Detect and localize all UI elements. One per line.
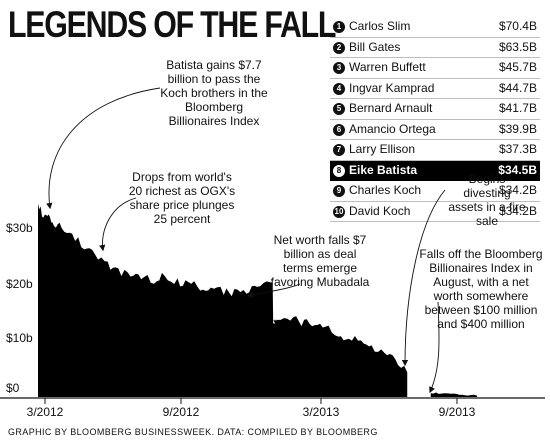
ranking-row: 4 Ingvar Kamprad $44.7B	[330, 79, 540, 99]
annotation-falls-off: Falls off the Bloomberg Billionaires Ind…	[419, 247, 543, 331]
annotation-leader-line	[99, 197, 137, 252]
rank-number: 7	[333, 144, 345, 156]
net-worth-value: $41.7B	[498, 101, 537, 115]
rank-number: 10	[333, 205, 345, 218]
annotation-leader-line	[246, 283, 301, 298]
billionaire-name: Warren Buffett	[349, 60, 426, 74]
ranking-row: 6 Amancio Ortega $39.9B	[330, 120, 540, 140]
ranking-row: 1 Carlos Slim $70.4B	[330, 17, 540, 38]
y-tick-label: $20b	[6, 277, 33, 291]
rank-number: 4	[333, 82, 345, 95]
billionaire-name: Ingvar Kamprad	[349, 80, 435, 95]
y-tick-label: $0	[6, 381, 20, 395]
annotation-leader-line	[46, 87, 161, 210]
rank-number: 8	[333, 164, 345, 177]
axis-layer: $30b $20b $10b $0 3/2012 9/2012 3/2013 9/2013	[0, 221, 545, 419]
annotation-drops: Drops from world's 20 richest as OGX's s…	[128, 170, 236, 226]
net-worth-value: $34.5B	[498, 162, 537, 177]
rank-number: 5	[333, 103, 345, 115]
x-tick-label: 9/2012	[163, 405, 200, 419]
billionaire-name: David Koch	[349, 203, 411, 218]
billionaires-ranking: 1 Carlos Slim $70.4B 2 Bill Gates $63.5B 3 Warr…	[330, 17, 540, 222]
billionaire-name: Larry Ellison	[349, 142, 416, 156]
billionaire-name: Amancio Ortega	[349, 121, 436, 136]
annotation-leader-line	[401, 189, 446, 367]
net-worth-value: $70.4B	[498, 19, 537, 33]
annotation-divesting: Begins divesting assets in a fire sale	[448, 172, 526, 228]
area-layer	[38, 203, 477, 397]
rank-number: 2	[333, 41, 345, 54]
rank-number: 6	[333, 123, 345, 136]
ranking-row: 9 Charles Koch $34.2B	[330, 181, 540, 202]
net-worth-area-segment	[38, 203, 408, 397]
rank-number: 9	[333, 185, 345, 197]
net-worth-value: $44.7B	[498, 80, 537, 95]
net-worth-value: $63.5B	[498, 39, 537, 54]
ranking-row: 5 Bernard Arnault $41.7B	[330, 99, 540, 120]
x-tick-label: 3/2013	[303, 405, 340, 419]
net-worth-value: $37.3B	[498, 142, 537, 156]
annotation-koch: Batista gains $7.7 billion to pass the K…	[160, 58, 268, 128]
rank-number: 3	[333, 62, 345, 74]
billionaire-name: Charles Koch	[349, 183, 422, 197]
net-worth-area-segment	[430, 392, 477, 397]
net-worth-value: $45.7B	[498, 60, 537, 74]
x-tick-label: 9/2013	[439, 405, 476, 419]
page-title: LEGENDS OF THE FALL	[8, 4, 336, 45]
annotation-leader-line	[429, 301, 440, 394]
credit-footer: GRAPHIC BY BLOOMBERG BUSINESSWEEK. DATA:…	[8, 427, 378, 437]
billionaire-name: Bernard Arnault	[349, 101, 433, 115]
net-worth-value: $39.9B	[498, 121, 537, 136]
x-tick-label: 3/2012	[27, 405, 64, 419]
ranking-row: 8 Eike Batista $34.5B	[330, 160, 540, 181]
ranking-row: 7 Larry Ellison $37.3B	[330, 140, 540, 161]
ranking-row: 2 Bill Gates $63.5B	[330, 38, 540, 58]
ranking-row: 10 David Koch $34.2B	[330, 202, 540, 222]
billionaire-name: Bill Gates	[349, 39, 401, 54]
leader-lines	[46, 87, 446, 394]
net-worth-value: $34.2B	[498, 203, 537, 218]
net-worth-value: $34.2B	[498, 183, 537, 197]
rank-number: 1	[333, 21, 345, 33]
ranking-row: 3 Warren Buffett $45.7B	[330, 58, 540, 79]
y-tick-label: $10b	[6, 331, 33, 345]
y-tick-label: $30b	[6, 221, 33, 235]
annotation-mubadala: Net worth falls $7 billion as deal terms…	[270, 233, 370, 289]
billionaire-name: Eike Batista	[349, 162, 418, 177]
billionaire-name: Carlos Slim	[349, 19, 411, 33]
